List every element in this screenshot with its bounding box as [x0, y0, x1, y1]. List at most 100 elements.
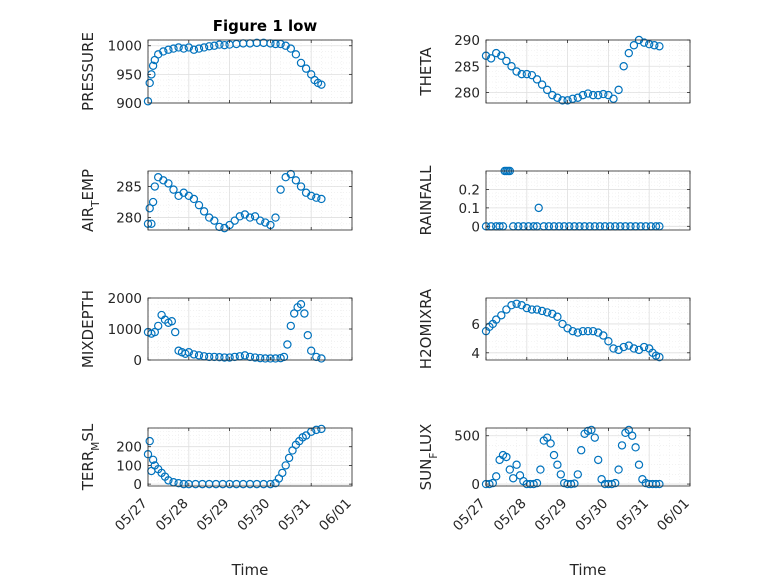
data-markers: [143, 424, 326, 489]
data-point: [558, 319, 567, 329]
data-point: [619, 342, 628, 352]
data-point: [517, 69, 526, 79]
data-point: [502, 452, 511, 462]
data-point: [534, 203, 543, 213]
subplot-mid-lower-right: 4 6 H2OMIXRA: [417, 288, 691, 369]
data-point: [546, 439, 555, 448]
data-point: [578, 326, 588, 336]
axes-box: [147, 39, 353, 104]
data-point: [286, 321, 295, 331]
y-tick-label: 280: [454, 86, 480, 102]
data-point: [150, 327, 159, 337]
data-point: [509, 474, 518, 483]
data-point: [532, 478, 542, 488]
data-point: [537, 306, 547, 316]
data-point: [153, 321, 163, 331]
data-point: [230, 352, 239, 362]
subplot-mid-lower-left: 0 1000 2000 MIXDEPTH: [79, 290, 353, 369]
data-point: [148, 61, 158, 70]
data-point: [492, 48, 501, 58]
data-point: [543, 308, 552, 317]
data-point: [609, 344, 618, 353]
data-point: [296, 300, 306, 309]
y-axis-label: TERRMSL: [79, 423, 102, 491]
figure-title: Figure 1 low: [213, 17, 318, 35]
data-point: [558, 96, 567, 105]
data-point: [497, 311, 506, 320]
subplot-top-left: 900 950 1000 PRESSURE: [79, 32, 353, 112]
data-point: [145, 204, 154, 213]
data-point: [573, 470, 583, 479]
data-point: [317, 354, 326, 363]
data-point: [194, 44, 204, 53]
data-point: [639, 38, 649, 47]
data-point: [317, 194, 326, 204]
y-tick-label: 0: [133, 353, 142, 369]
subplot-mid-upper-right: 0 0.1 0.2 RAINFALL: [417, 165, 691, 235]
data-point: [507, 62, 516, 71]
data-point: [628, 431, 637, 440]
y-tick-label: 280: [116, 211, 142, 227]
data-point: [577, 446, 586, 455]
data-point: [537, 80, 547, 89]
axes-box: [485, 427, 691, 487]
data-point: [655, 42, 664, 51]
data-markers: [143, 300, 326, 363]
data-point: [184, 43, 193, 52]
data-point: [548, 90, 557, 100]
y-tick-label: 1000: [108, 39, 142, 55]
data-point: [169, 185, 178, 194]
data-point: [492, 315, 501, 324]
data-point: [194, 200, 204, 210]
data-point: [497, 51, 506, 60]
data-point: [286, 169, 295, 179]
y-tick-label: 2000: [108, 291, 142, 307]
x-axis-label: Time: [569, 561, 607, 579]
data-point: [639, 342, 649, 352]
data-point: [543, 85, 552, 95]
data-point: [655, 479, 664, 489]
y-tick-label: 0: [471, 219, 480, 235]
data-point: [573, 93, 583, 102]
data-point: [256, 216, 265, 225]
data-point: [184, 348, 193, 357]
data-point: [578, 90, 588, 100]
data-point: [527, 70, 537, 80]
data-point: [303, 331, 312, 340]
subplot-top-right: 280 285 290 THETA: [417, 33, 691, 105]
data-markers: [481, 299, 664, 362]
data-point: [594, 455, 603, 465]
y-axis-label: PRESSURE: [79, 32, 97, 111]
data-point: [250, 212, 260, 221]
data-point: [284, 453, 294, 463]
data-point: [199, 43, 209, 52]
axes-box: [485, 39, 691, 104]
data-point: [556, 470, 566, 479]
data-point: [179, 479, 188, 489]
data-point: [529, 479, 538, 489]
data-point: [312, 193, 321, 202]
data-point: [170, 327, 180, 337]
data-point: [271, 354, 280, 363]
data-point: [159, 47, 168, 56]
subplot-mid-upper-left: 280 285 AIRTEMP: [79, 169, 353, 233]
axes-box: [147, 170, 353, 231]
data-point: [583, 89, 593, 98]
data-point: [599, 331, 608, 340]
data-point: [261, 354, 270, 363]
axes-box: [485, 297, 691, 361]
data-markers: [143, 38, 326, 106]
data-point: [492, 472, 501, 481]
y-tick-label: 0: [133, 477, 142, 493]
data-point: [573, 328, 583, 337]
data-markers: [143, 169, 326, 233]
data-point: [307, 191, 316, 201]
data-point: [189, 194, 199, 204]
data-point: [532, 305, 542, 314]
data-point: [266, 354, 275, 363]
y-axis-label: SUNFLUX: [417, 424, 440, 491]
data-point: [215, 353, 224, 362]
y-tick-label: 0.1: [459, 201, 480, 217]
y-tick-label: 100: [116, 458, 142, 474]
